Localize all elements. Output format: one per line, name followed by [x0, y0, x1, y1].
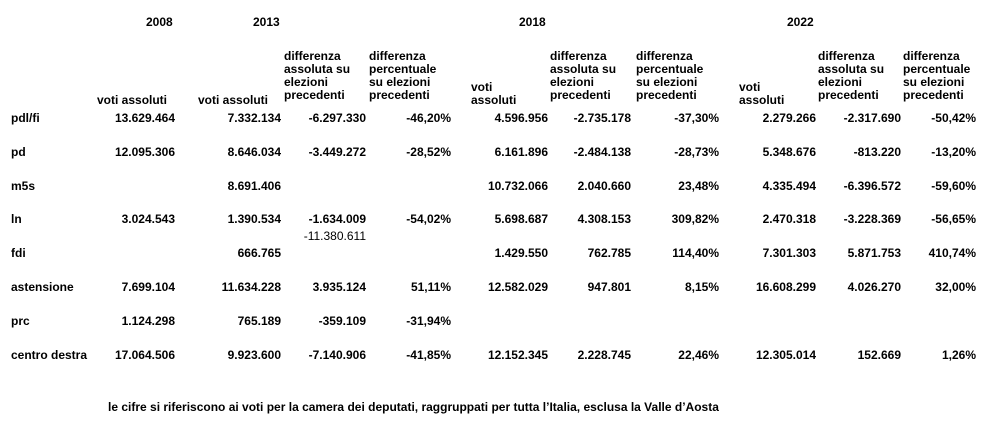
table-cell: 12.152.345 [487, 348, 548, 362]
row-label: centro destra [11, 348, 88, 362]
table-cell: 309,82% [671, 212, 719, 226]
table-cell: 12.095.306 [114, 145, 175, 159]
header-diff-percentuale-2022: differenza percentuale su elezioni prece… [903, 49, 971, 102]
header-voti-assoluti-2018: voti assoluti [471, 80, 517, 107]
table-cell: 23,48% [678, 179, 719, 193]
table-cell: -359.109 [318, 314, 366, 328]
row-label: ln [11, 212, 22, 226]
table-cell: 51,11% [410, 280, 451, 294]
table-cell: -41,85% [406, 348, 451, 362]
table-cell: 410,74% [928, 246, 976, 260]
table-cell: 152.669 [857, 348, 901, 362]
year-2008: 2008 [146, 15, 173, 29]
table-cell: -28,52% [406, 145, 451, 159]
footnote: le cifre si riferiscono ai voti per la c… [108, 400, 719, 414]
table-cell: 2.470.318 [762, 212, 816, 226]
table-cell: 5.871.753 [847, 246, 901, 260]
header-diff-assoluta-2013: differenza assoluta su elezioni preceden… [284, 49, 351, 102]
row-label: m5s [11, 179, 36, 193]
table-cell: 2.279.266 [762, 111, 816, 125]
table-cell: 4.026.270 [847, 280, 901, 294]
table-cell: 11.634.228 [221, 280, 281, 294]
year-2022: 2022 [787, 15, 814, 29]
table-cell: 114,40% [672, 246, 719, 260]
table-cell: 2.040.660 [577, 179, 631, 193]
table-cell: -13,20% [931, 145, 976, 159]
table-cell: 12.582.029 [487, 280, 548, 294]
table-cell: 12.305.014 [755, 348, 816, 362]
table-cell: 5.348.676 [762, 145, 816, 159]
table-cell: -28,73% [674, 145, 719, 159]
table-cell: 765.189 [237, 314, 281, 328]
table-cell: -3.449.272 [308, 145, 366, 159]
table-cell: 17.064.506 [114, 348, 175, 362]
header-voti-assoluti-2008: voti assoluti [97, 93, 168, 107]
table-cell: -7.140.906 [308, 348, 366, 362]
table-cell: 666.765 [237, 246, 281, 260]
table-cell: 13.629.464 [114, 111, 175, 125]
header-diff-percentuale-2018: differenza percentuale su elezioni prece… [636, 49, 704, 102]
table-cell: -1.634.009 [308, 212, 366, 226]
row-label: prc [11, 314, 30, 328]
table-cell: 8.691.406 [227, 179, 281, 193]
table-cell: 16.608.299 [755, 280, 816, 294]
table-cell: 7.332.134 [227, 111, 281, 125]
table-cell: 10.732.066 [487, 179, 548, 193]
header-voti-assoluti-2022: voti assoluti [739, 80, 785, 107]
table-cell: 32,00% [935, 280, 976, 294]
table-cell: -31,94% [406, 314, 451, 328]
table-cell: -6.297.330 [308, 111, 366, 125]
header-diff-percentuale-2013: differenza percentuale su elezioni prece… [369, 49, 437, 102]
table-cell: -50,42% [931, 111, 976, 125]
table-cell: 4.308.153 [577, 212, 631, 226]
table-cell: -2.317.690 [843, 111, 901, 125]
table-cell: -2.735.178 [573, 111, 631, 125]
table-cell: 1.124.298 [121, 314, 175, 328]
table-cell: 1.429.550 [494, 246, 548, 260]
table-cell: -46,20% [406, 111, 451, 125]
table-cell: 762.785 [587, 246, 631, 260]
table-cell: 3.024.543 [121, 212, 175, 226]
table-cell: -2.484.138 [573, 145, 631, 159]
fdi-diff-2013-value: -11.380.611 [303, 229, 366, 243]
row-label: astensione [11, 280, 74, 294]
header-diff-assoluta-2022: differenza assoluta su elezioni preceden… [818, 49, 885, 102]
table-cell: 3.935.124 [312, 280, 366, 294]
table-cell: 22,46% [678, 348, 719, 362]
table-cell: -37,30% [674, 111, 719, 125]
table-cell: 8.646.034 [227, 145, 281, 159]
table-cell: -54,02% [406, 212, 451, 226]
table-cell: 4.596.956 [494, 111, 548, 125]
table-cell: 1.390.534 [227, 212, 281, 226]
table-cell: -59,60% [931, 179, 976, 193]
table-cell: 7.699.104 [121, 280, 175, 294]
table-cell: -813.220 [853, 145, 901, 159]
header-voti-assoluti-2013: voti assoluti [198, 93, 269, 107]
table-cell: -6.396.572 [843, 179, 901, 193]
table-cell: -56,65% [931, 212, 976, 226]
row-label: pd [11, 145, 26, 159]
row-label: fdi [11, 246, 26, 260]
table-cell: 6.161.896 [494, 145, 548, 159]
table-cell: 7.301.303 [762, 246, 816, 260]
table-cell: 5.698.687 [494, 212, 548, 226]
table-cell: 8,15% [684, 280, 719, 294]
table-cell: -3.228.369 [843, 212, 901, 226]
year-2018: 2018 [519, 15, 546, 29]
table-cell: 1,26% [941, 348, 976, 362]
table-cell: 9.923.600 [227, 348, 281, 362]
year-2013: 2013 [253, 15, 280, 29]
header-diff-assoluta-2018: differenza assoluta su elezioni preceden… [550, 49, 617, 102]
table-cell: 2.228.745 [577, 348, 631, 362]
table-cell: 947.801 [587, 280, 631, 294]
row-label: pdl/fi [11, 111, 40, 125]
table-cell: 4.335.494 [762, 179, 816, 193]
